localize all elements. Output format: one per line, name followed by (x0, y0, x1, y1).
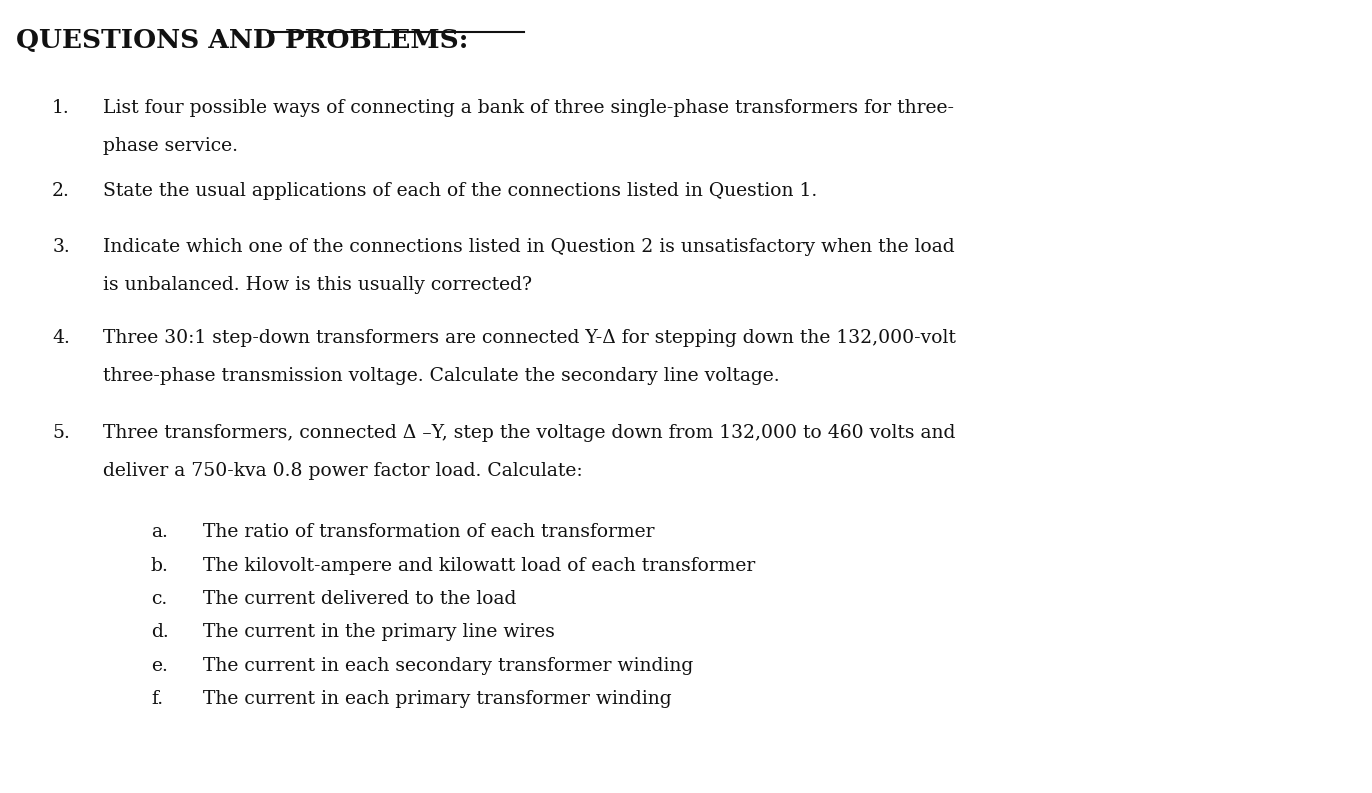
Text: Three transformers, connected Δ –Y, step the voltage down from 132,000 to 460 vo: Three transformers, connected Δ –Y, step… (103, 424, 955, 442)
Text: The current in each primary transformer winding: The current in each primary transformer … (203, 690, 672, 708)
Text: f.: f. (151, 690, 163, 708)
Text: 3.: 3. (52, 238, 70, 256)
Text: 2.: 2. (52, 182, 70, 201)
Text: List four possible ways of connecting a bank of three single-phase transformers : List four possible ways of connecting a … (103, 99, 954, 117)
Text: State the usual applications of each of the connections listed in Question 1.: State the usual applications of each of … (103, 182, 818, 201)
Text: The current in each secondary transformer winding: The current in each secondary transforme… (203, 657, 693, 675)
Text: 4.: 4. (52, 329, 70, 347)
Text: c.: c. (151, 590, 167, 608)
Text: phase service.: phase service. (103, 137, 237, 155)
Text: b.: b. (151, 557, 169, 575)
Text: a.: a. (151, 523, 167, 542)
Text: deliver a 750-kva 0.8 power factor load. Calculate:: deliver a 750-kva 0.8 power factor load.… (103, 462, 583, 481)
Text: three-phase transmission voltage. Calculate the secondary line voltage.: three-phase transmission voltage. Calcul… (103, 367, 779, 385)
Text: The current in the primary line wires: The current in the primary line wires (203, 623, 554, 642)
Text: 5.: 5. (52, 424, 70, 442)
Text: Indicate which one of the connections listed in Question 2 is unsatisfactory whe: Indicate which one of the connections li… (103, 238, 955, 256)
Text: d.: d. (151, 623, 169, 642)
Text: is unbalanced. How is this usually corrected?: is unbalanced. How is this usually corre… (103, 276, 532, 294)
Text: Three 30:1 step-down transformers are connected Y-Δ for stepping down the 132,00: Three 30:1 step-down transformers are co… (103, 329, 956, 347)
Text: QUESTIONS AND PROBLEMS:: QUESTIONS AND PROBLEMS: (16, 28, 469, 53)
Text: The current delivered to the load: The current delivered to the load (203, 590, 516, 608)
Text: The kilovolt-ampere and kilowatt load of each transformer: The kilovolt-ampere and kilowatt load of… (203, 557, 756, 575)
Text: e.: e. (151, 657, 167, 675)
Text: 1.: 1. (52, 99, 70, 117)
Text: The ratio of transformation of each transformer: The ratio of transformation of each tran… (203, 523, 654, 542)
